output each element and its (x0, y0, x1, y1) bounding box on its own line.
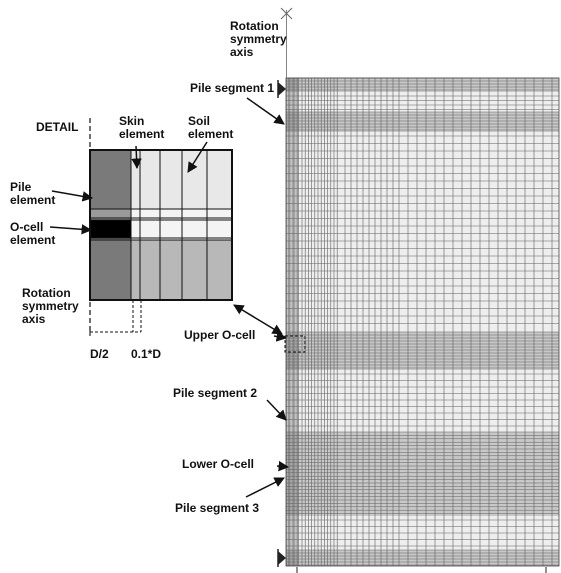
dimension-d-half: D/2 (90, 347, 109, 361)
soil-cell-mid-2 (160, 209, 182, 240)
soil-cell-lower-3 (182, 240, 207, 300)
rotation-axis-label-top: Rotation symmetry axis (230, 19, 287, 59)
arrow-lower-ocell (276, 460, 290, 472)
pile-segment-2-label: Pile segment 2 (173, 386, 258, 400)
triangle-support-icon-top (278, 82, 286, 96)
detail-label: DETAIL (36, 120, 79, 134)
ocell-element-cell (90, 220, 131, 238)
pile-segment-1-label: Pile segment 1 (190, 81, 275, 95)
pile-transition-cell (90, 209, 131, 220)
mesh-band-1 (286, 78, 559, 92)
arrow-pile-segment-2 (266, 399, 287, 421)
soil-cell-upper-2 (160, 150, 182, 209)
mesh-band-3 (286, 332, 559, 370)
soil-cell-lower-1 (140, 240, 160, 300)
detail-window (284, 335, 306, 353)
soil-cell-mid-4 (207, 209, 232, 240)
arrow-skin-element (131, 145, 142, 170)
soil-cell-upper-3 (182, 150, 207, 209)
ocell-element-label: O-cell element (10, 220, 56, 247)
arrow-pile-segment-1 (246, 97, 285, 125)
rotation-axis-label-detail: Rotation symmetry axis (22, 286, 79, 326)
arrow-pile-segment-3 (245, 477, 285, 498)
arrow-upper-ocell (233, 304, 283, 335)
pile-segment-3-label: Pile segment 3 (175, 501, 260, 515)
mesh-border (285, 77, 560, 567)
mesh-band-4 (286, 432, 559, 516)
soil-cell-upper-4 (207, 150, 232, 209)
dimension-skin-thickness: 0.1*D (131, 347, 162, 361)
soil-cell-lower-2 (160, 240, 182, 300)
soil-cell-lower-4 (207, 240, 232, 300)
arrow-upper-ocell-short (273, 331, 288, 342)
skin-element-label: Skin element (119, 114, 165, 141)
soil-cell-mid-1 (140, 209, 160, 240)
soil-cell-upper-0 (131, 150, 140, 209)
pile-element-label: Pile element (10, 180, 56, 207)
mesh-band-5 (286, 550, 559, 566)
arrow-ocell-element (49, 224, 93, 235)
arrow-soil-element (187, 141, 208, 173)
soil-cell-lower-0 (131, 240, 140, 300)
soil-cell-mid-0 (131, 209, 140, 240)
soil-cell-mid-3 (182, 209, 207, 240)
soil-cell-upper-1 (140, 150, 160, 209)
arrow-pile-element (51, 190, 94, 202)
soil-element-label: Soil element (188, 114, 234, 141)
upper-ocell-label: Upper O-cell (184, 328, 256, 342)
triangle-support-icon-bottom (278, 551, 286, 565)
cross-icon-stroke-2 (280, 7, 293, 20)
lower-ocell-label: Lower O-cell (182, 457, 255, 471)
